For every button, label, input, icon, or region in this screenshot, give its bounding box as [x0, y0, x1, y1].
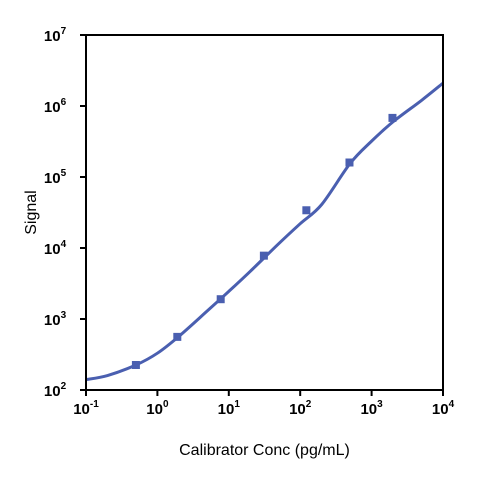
- data-point: [131, 360, 140, 369]
- x-tick-label: 10-1: [73, 399, 99, 418]
- y-tick-label: 104: [44, 239, 67, 258]
- curve-layer: [85, 81, 444, 382]
- y-tick-label: 106: [44, 97, 67, 116]
- y-tick-label: 107: [44, 26, 67, 45]
- fit-curve-line: [85, 81, 444, 382]
- data-point: [259, 251, 268, 260]
- data-point: [216, 295, 225, 304]
- plot-frame: [85, 34, 444, 391]
- y-tick-label: 105: [44, 168, 67, 187]
- y-tick-label: 102: [44, 381, 67, 400]
- x-tick-label: 102: [289, 399, 312, 418]
- data-point: [388, 113, 397, 122]
- x-tick-label: 101: [218, 399, 241, 418]
- y-axis-ticks: 102 103 104 105 106 107: [44, 26, 86, 400]
- x-axis-ticks: 10-1 100 101 102 103 104: [73, 390, 455, 418]
- points-layer: [131, 113, 397, 369]
- x-axis-title: Calibrator Conc (pg/mL): [179, 442, 350, 459]
- x-tick-label: 103: [360, 399, 383, 418]
- y-axis-title: Signal: [23, 190, 40, 234]
- data-point: [345, 158, 354, 167]
- data-point: [173, 332, 182, 341]
- y-tick-label: 103: [44, 310, 67, 329]
- x-tick-label: 100: [146, 399, 169, 418]
- x-tick-label: 104: [432, 399, 455, 418]
- data-point: [302, 206, 311, 215]
